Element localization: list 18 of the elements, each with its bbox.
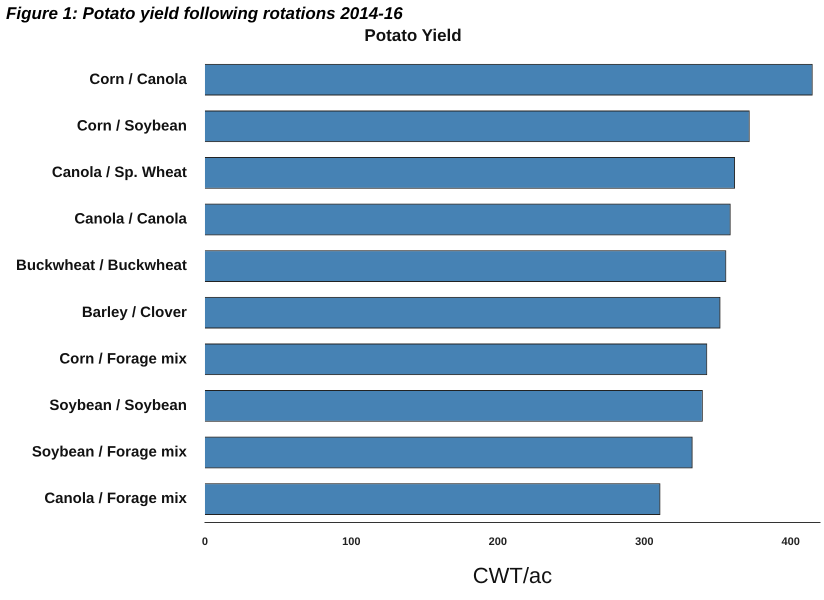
y-tick-label: Canola / Canola (74, 210, 188, 228)
y-tick-label: Corn / Forage mix (59, 350, 188, 368)
y-tick-label: Soybean / Soybean (49, 397, 187, 414)
y-tick-label: Soybean / Forage mix (32, 444, 188, 461)
chart-title: Potato Yield (364, 26, 462, 45)
x-tick-label: 200 (488, 536, 507, 548)
x-tick-label: 300 (635, 536, 654, 548)
y-tick-label: Canola / Forage mix (44, 490, 188, 508)
y-tick-label: Corn / Soybean (76, 117, 187, 134)
y-tick-label: Corn / Canola (89, 70, 188, 88)
x-axis-title: CWT/ac (472, 562, 552, 588)
x-tick-label: 0 (202, 536, 208, 548)
x-tick-label: 100 (342, 536, 361, 548)
y-tick-label: Canola / Sp. Wheat (52, 164, 187, 182)
caption: Figure 1: Potato yield following rotations 2014-16 (5, 3, 404, 25)
y-tick-label: Barley / Clover (82, 304, 188, 321)
y-tick-label: Buckwheat / Buckwheat (16, 257, 187, 274)
x-tick-label: 400 (782, 536, 800, 548)
